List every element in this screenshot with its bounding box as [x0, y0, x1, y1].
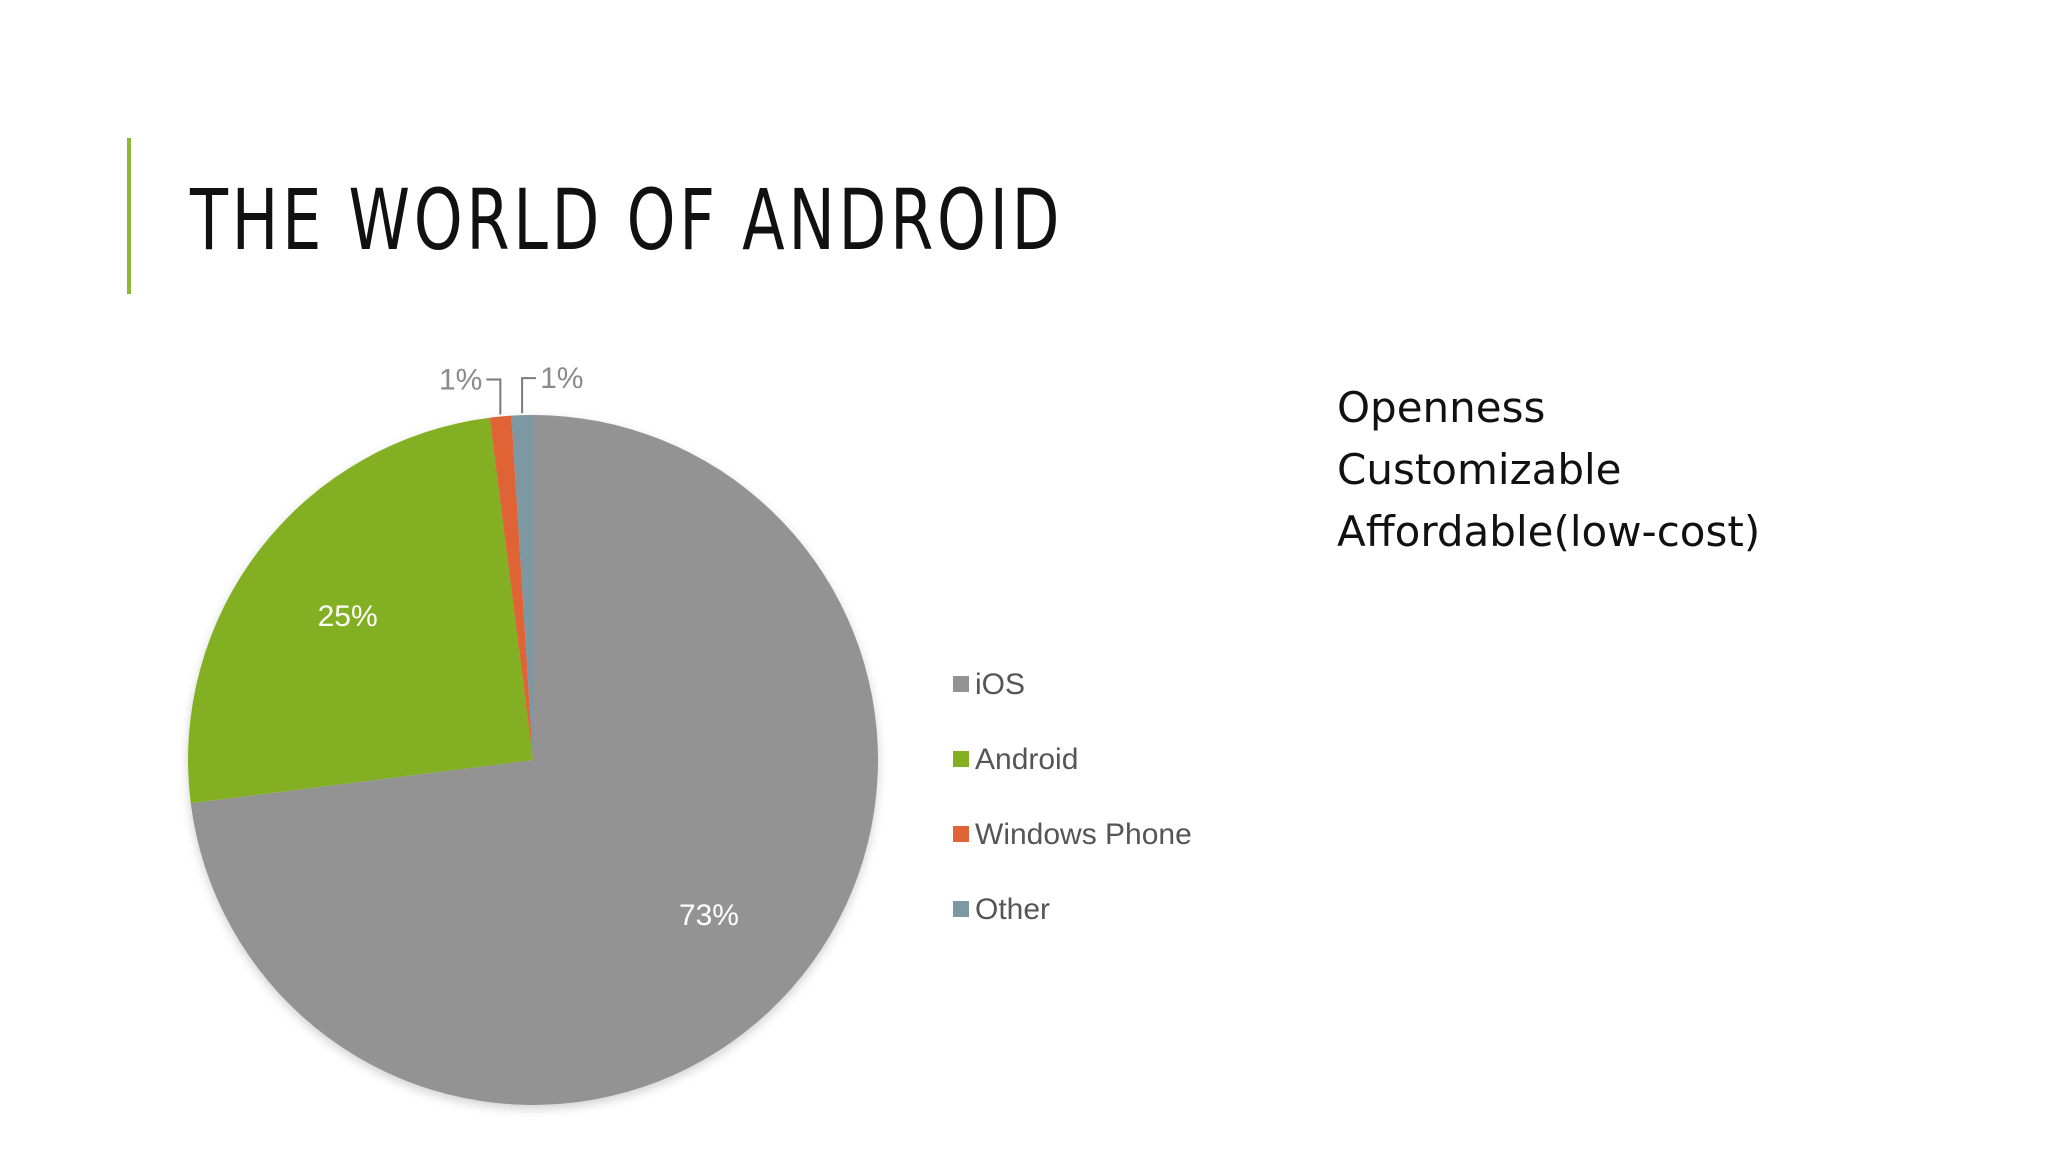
legend-label-windows-phone: Windows Phone: [975, 818, 1192, 851]
bullet-list: Openness Customizable Affordable(low-cos…: [1337, 377, 1760, 563]
legend-label-ios: iOS: [975, 668, 1025, 701]
pie-data-labels: 73% 25% 1% 1%: [318, 362, 739, 932]
legend-swatch-android: [953, 751, 969, 767]
legend-swatch-windows-phone: [953, 826, 969, 842]
legend-swatch-other: [953, 901, 969, 917]
leader-line-windows-phone: [486, 378, 502, 415]
pie-slice-android: [188, 417, 533, 804]
leader-line-other: [521, 377, 537, 414]
data-label-windows-phone: 1%: [439, 364, 482, 397]
bullet-openness: Openness: [1337, 383, 1546, 432]
bullet-affordable: Affordable(low-cost): [1337, 507, 1761, 556]
legend-label-android: Android: [975, 743, 1078, 776]
chart-legend: iOS Android Windows Phone Other: [953, 668, 1192, 926]
pie-slice-other: [511, 415, 533, 760]
pie-slices: [188, 415, 878, 1106]
slide-title: THE WORLD OF ANDROID: [190, 171, 1064, 269]
legend-label-other: Other: [975, 893, 1050, 926]
title-accent-bar: [127, 138, 131, 294]
pie-slice-windows-phone: [489, 415, 533, 760]
bullet-customizable: Customizable: [1337, 445, 1622, 494]
legend-swatch-ios: [953, 676, 969, 692]
data-label-android: 25%: [318, 600, 378, 633]
pie-slice-ios: [190, 415, 878, 1106]
data-label-other: 1%: [540, 362, 583, 395]
data-label-ios: 73%: [679, 899, 739, 932]
